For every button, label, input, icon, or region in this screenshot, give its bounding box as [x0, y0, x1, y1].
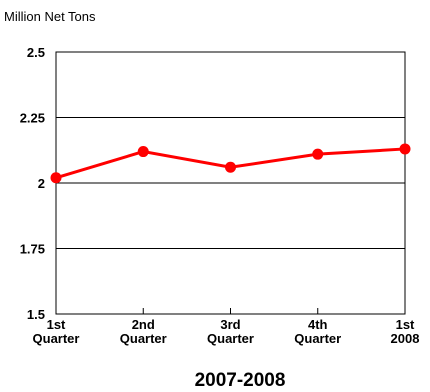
y-tick-labels: 1.5 1.75 2 2.25 2.5 [20, 45, 45, 322]
x-tick-label: 1st [396, 317, 415, 332]
y-tick-label: 1.5 [27, 307, 45, 322]
y-tick-label: 2 [38, 176, 45, 191]
x-tick-label: 3rd [220, 317, 240, 332]
x-tick-label: Quarter [120, 331, 167, 346]
data-points [50, 143, 411, 184]
data-point [225, 161, 236, 173]
y-tick-label: 1.75 [20, 242, 45, 257]
x-tick-label: 4th [308, 317, 328, 332]
y-tick-label: 2.25 [20, 111, 45, 126]
x-tick-label: 2008 [391, 331, 420, 346]
x-tick-label: Quarter [294, 331, 341, 346]
x-tick-label: Quarter [207, 331, 254, 346]
gridlines [56, 51, 405, 315]
data-point [312, 148, 324, 160]
x-axis-title: 2007-2008 [195, 370, 286, 391]
x-tick-labels: 1stQuarter2ndQuarter3rdQuarter4thQuarter… [33, 317, 420, 346]
data-point [137, 146, 149, 158]
data-point [50, 172, 62, 184]
y-tick-label: 2.5 [27, 45, 45, 60]
data-point [399, 143, 411, 155]
x-tick-label: 1st [47, 317, 66, 332]
x-tick-label: 2nd [132, 317, 155, 332]
x-tick-marks [55, 308, 406, 314]
y-axis-label: Million Net Tons [4, 9, 96, 24]
x-tick-label: Quarter [33, 331, 80, 346]
